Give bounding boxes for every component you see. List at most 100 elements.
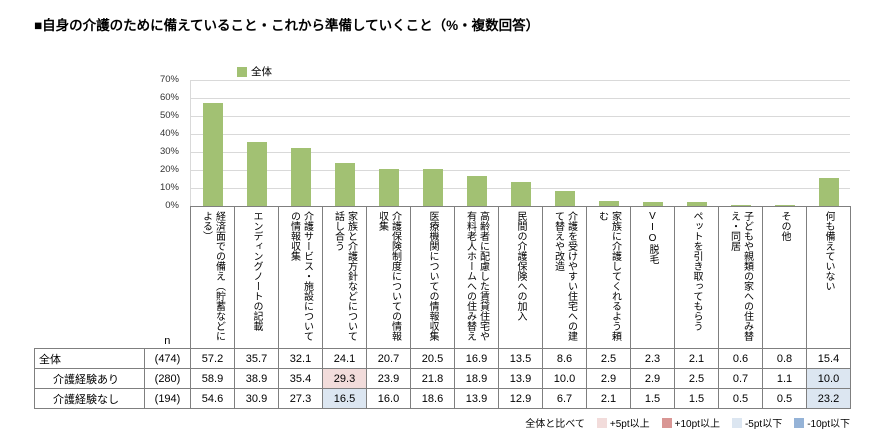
plus5-label: +5pt以上 xyxy=(609,419,650,430)
value-cell: 0.8 xyxy=(762,348,807,369)
y-axis-label: 60% xyxy=(159,92,179,103)
value-cell: 35.7 xyxy=(234,348,279,369)
n-column-header: n xyxy=(144,206,191,349)
column-header: ペットを引き取ってもらう xyxy=(674,206,719,349)
bar-slot xyxy=(455,176,499,206)
bar-slot xyxy=(367,169,411,206)
value-cell: 2.9 xyxy=(586,368,631,389)
value-cell: 2.3 xyxy=(630,348,675,369)
value-cell: 2.5 xyxy=(674,368,719,389)
value-cell: 58.9 xyxy=(190,368,235,389)
column-header: 子どもや親類の家への住み替え・同居 xyxy=(718,206,763,349)
minus10-swatch xyxy=(794,417,805,428)
value-cell: 0.5 xyxy=(718,388,763,409)
column-header: エンディングノートの記載 xyxy=(234,206,279,349)
bar xyxy=(423,169,443,206)
row-label: 全体 xyxy=(34,348,145,369)
column-header-label: 何も備えていない xyxy=(823,211,834,291)
column-header-label: 家族に介護してくれるよう頼む xyxy=(596,211,621,341)
gridline xyxy=(191,116,850,117)
table-row-inexperienced: 介護経験なし (194) 54.6 30.9 27.3 16.5 16.0 18… xyxy=(34,388,851,409)
bar-slot xyxy=(191,103,235,206)
value-cell: 23.9 xyxy=(366,368,411,389)
bar-slot xyxy=(235,142,279,206)
y-axis-label: 20% xyxy=(159,164,179,175)
column-header: 医療機関についての情報収集 xyxy=(410,206,455,349)
bar-slot xyxy=(807,178,851,206)
bar xyxy=(511,182,531,206)
bar-slot xyxy=(323,163,367,206)
bar xyxy=(467,176,487,206)
value-cell: 57.2 xyxy=(190,348,235,369)
plot-area: 全体 0% 10% 20% 30% 40% 50% 60% 70% xyxy=(160,66,851,211)
column-header-label: 経済面での備え（貯蓄などによる） xyxy=(200,211,225,341)
bar-slot xyxy=(499,182,543,206)
minus5-label: -5pt以下 xyxy=(744,419,783,430)
column-header: その他 xyxy=(762,206,807,349)
value-cell: 30.9 xyxy=(234,388,279,409)
value-cell: 20.7 xyxy=(366,348,411,369)
column-header-label: 介護を受けやすい住宅への建て替えや改造 xyxy=(552,211,577,341)
row-label: 介護経験あり xyxy=(34,368,145,389)
data-table: n 経済面での備え（貯蓄などによる） エンディングノートの記載 介護サービス・施… xyxy=(34,206,851,409)
minus5-swatch xyxy=(731,417,742,428)
bar xyxy=(731,205,751,206)
value-cell: 54.6 xyxy=(190,388,235,409)
compare-legend: 全体と比べて +5pt以上 +10pt以上 -5pt以下 -10pt以下 xyxy=(34,415,850,430)
value-cell: 13.5 xyxy=(498,348,543,369)
column-header-label: 子どもや親類の家への住み替え・同居 xyxy=(728,211,753,341)
bar xyxy=(775,205,795,206)
bar-slot xyxy=(279,148,323,206)
compare-legend-item: -10pt以下 xyxy=(794,415,850,430)
compare-legend-prefix: 全体と比べて xyxy=(525,419,585,430)
column-header: 介護保険制度についての情報収集 xyxy=(366,206,411,349)
header-row: n 経済面での備え（貯蓄などによる） エンディングノートの記載 介護サービス・施… xyxy=(34,206,851,349)
bar xyxy=(555,191,575,206)
y-axis-label: 30% xyxy=(159,146,179,157)
bar xyxy=(291,148,311,206)
column-header-label: 家族と介護方針などについて話し合う xyxy=(332,211,357,341)
bar-slot xyxy=(411,169,455,206)
value-cell: 2.5 xyxy=(586,348,631,369)
column-header: 高齢者に配慮した賃貸住宅や有料老人ホームへの住み替え xyxy=(454,206,499,349)
value-cell: 15.4 xyxy=(806,348,851,369)
value-cell: 16.9 xyxy=(454,348,499,369)
gridline xyxy=(191,152,850,153)
value-cell: 24.1 xyxy=(322,348,367,369)
compare-legend-item: -5pt以下 xyxy=(731,415,783,430)
column-header-label: エンディングノートの記載 xyxy=(251,211,262,331)
page-title: ■自身の介護のために備えていること・これから準備していくこと（%・複数回答） xyxy=(34,18,540,33)
compare-legend-item: +10pt以上 xyxy=(661,415,720,430)
y-axis-label: 70% xyxy=(159,74,179,85)
y-axis-label: 40% xyxy=(159,128,179,139)
bar xyxy=(247,142,267,206)
bar-slot xyxy=(587,201,631,206)
value-cell: 1.5 xyxy=(630,388,675,409)
value-cell: 2.1 xyxy=(674,348,719,369)
column-header: 家族に介護してくれるよう頼む xyxy=(586,206,631,349)
value-cell: 18.6 xyxy=(410,388,455,409)
value-cell: 2.9 xyxy=(630,368,675,389)
value-cell: 32.1 xyxy=(278,348,323,369)
column-header: 介護を受けやすい住宅への建て替えや改造 xyxy=(542,206,587,349)
bar xyxy=(379,169,399,206)
column-header: 経済面での備え（貯蓄などによる） xyxy=(190,206,235,349)
y-axis-label: 0% xyxy=(165,200,179,211)
column-header: 何も備えていない xyxy=(806,206,851,349)
series-legend-label: 全体 xyxy=(251,66,272,78)
gridline xyxy=(191,98,850,99)
bar-slot xyxy=(719,205,763,206)
value-cell: 0.7 xyxy=(718,368,763,389)
value-cell: 16.0 xyxy=(366,388,411,409)
bar-chart: 全体 0% 10% 20% 30% 40% 50% 60% 70% xyxy=(160,66,856,211)
column-header-label: その他 xyxy=(779,211,790,241)
n-value: (280) xyxy=(144,368,191,389)
column-header: VIO脱毛 xyxy=(630,206,675,349)
value-cell: 1.1 xyxy=(762,368,807,389)
column-header-label: ペットを引き取ってもらう xyxy=(691,211,702,331)
column-header-label: VIO脱毛 xyxy=(647,211,658,264)
plus5-swatch xyxy=(596,417,607,428)
value-cell: 1.5 xyxy=(674,388,719,409)
plus10-swatch xyxy=(661,417,672,428)
